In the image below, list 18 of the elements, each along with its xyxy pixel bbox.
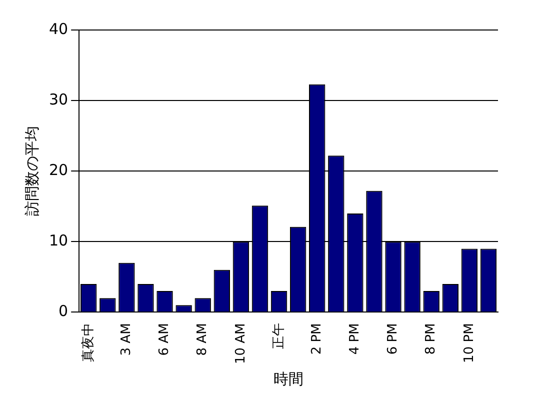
x-tick-label: 真夜中 (80, 323, 96, 362)
y-tick-label: 10 (48, 232, 68, 250)
x-tick-label: 6 PM (386, 323, 401, 355)
x-tick-label: 3 AM (119, 323, 134, 356)
y-axis-title: 訪問数の平均 (22, 126, 41, 216)
x-tick-label: 6 AM (157, 323, 172, 356)
x-tick-label: 正午 (271, 323, 286, 350)
y-tick-label: 40 (48, 20, 68, 38)
x-tick-label: 4 PM (348, 323, 363, 355)
x-tick-label: 10 AM (233, 323, 248, 364)
x-tick-label: 2 PM (309, 323, 324, 355)
y-tick-label: 20 (48, 161, 68, 179)
x-tick-label: 8 AM (195, 323, 210, 356)
x-tick-label: 8 PM (424, 323, 439, 355)
x-tick-label: 10 PM (462, 323, 477, 363)
y-tick-label: 30 (48, 90, 68, 108)
y-tick-label: 0 (58, 302, 68, 320)
x-axis-title: 時間 (274, 370, 304, 388)
